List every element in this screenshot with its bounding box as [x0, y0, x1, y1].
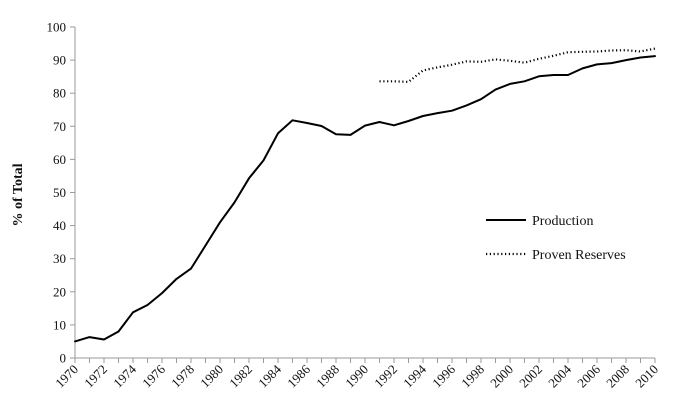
- x-tick-label: 2002: [516, 362, 545, 391]
- x-tick-label: 1998: [458, 362, 487, 391]
- y-tick-label: 0: [60, 351, 67, 366]
- x-tick-label: 2010: [632, 362, 661, 391]
- x-axis: 1970 1972 1974 1976 1978 1980 1982 1984 1986 1988…: [52, 357, 661, 391]
- y-tick-label: 80: [53, 86, 66, 101]
- x-tick-label: 1986: [284, 361, 313, 390]
- x-tick-label: 1994: [400, 361, 429, 390]
- series-line-production: [74, 55, 656, 343]
- y-tick-label: 50: [53, 185, 66, 200]
- y-tick-label: 10: [53, 317, 66, 332]
- y-tick-label: 40: [53, 218, 66, 233]
- x-tick-label: 2006: [574, 361, 603, 390]
- x-tick-label: 2004: [545, 361, 574, 390]
- x-tick-label: 1990: [342, 362, 371, 391]
- x-tick-label: 1996: [429, 361, 458, 390]
- x-tick-label: 1974: [110, 361, 139, 390]
- series-layer: [74, 47, 656, 343]
- x-tick-label: 1978: [168, 362, 197, 391]
- y-tick-label: 90: [53, 53, 66, 68]
- legend-label: Production: [532, 214, 593, 229]
- x-tick-label: 1980: [197, 362, 226, 391]
- x-tick-label: 1976: [139, 361, 168, 390]
- y-tick-label: 20: [53, 284, 66, 299]
- x-tick-label: 2008: [603, 362, 632, 391]
- x-tick-label: 1984: [255, 361, 284, 390]
- x-tick-label: 1988: [313, 362, 342, 391]
- x-tick-label: 1992: [371, 362, 400, 391]
- y-tick-label: 100: [47, 20, 67, 35]
- x-tick-label: 2000: [487, 362, 516, 391]
- y-axis: 0 10 20 30 40 50 60 70 80 90 100: [47, 20, 76, 366]
- x-tick-label: 1972: [81, 362, 110, 391]
- series-line-proven-reserves: [379, 47, 656, 84]
- x-tick-label: 1970: [52, 362, 81, 391]
- y-tick-label: 30: [53, 251, 66, 266]
- y-axis-title: % of Total: [11, 163, 26, 226]
- x-tick-label: 1982: [226, 362, 255, 391]
- legend: Production Proven Reserves: [486, 214, 626, 263]
- y-tick-label: 60: [53, 152, 66, 167]
- y-tick-label: 70: [53, 119, 66, 134]
- legend-label: Proven Reserves: [532, 248, 626, 263]
